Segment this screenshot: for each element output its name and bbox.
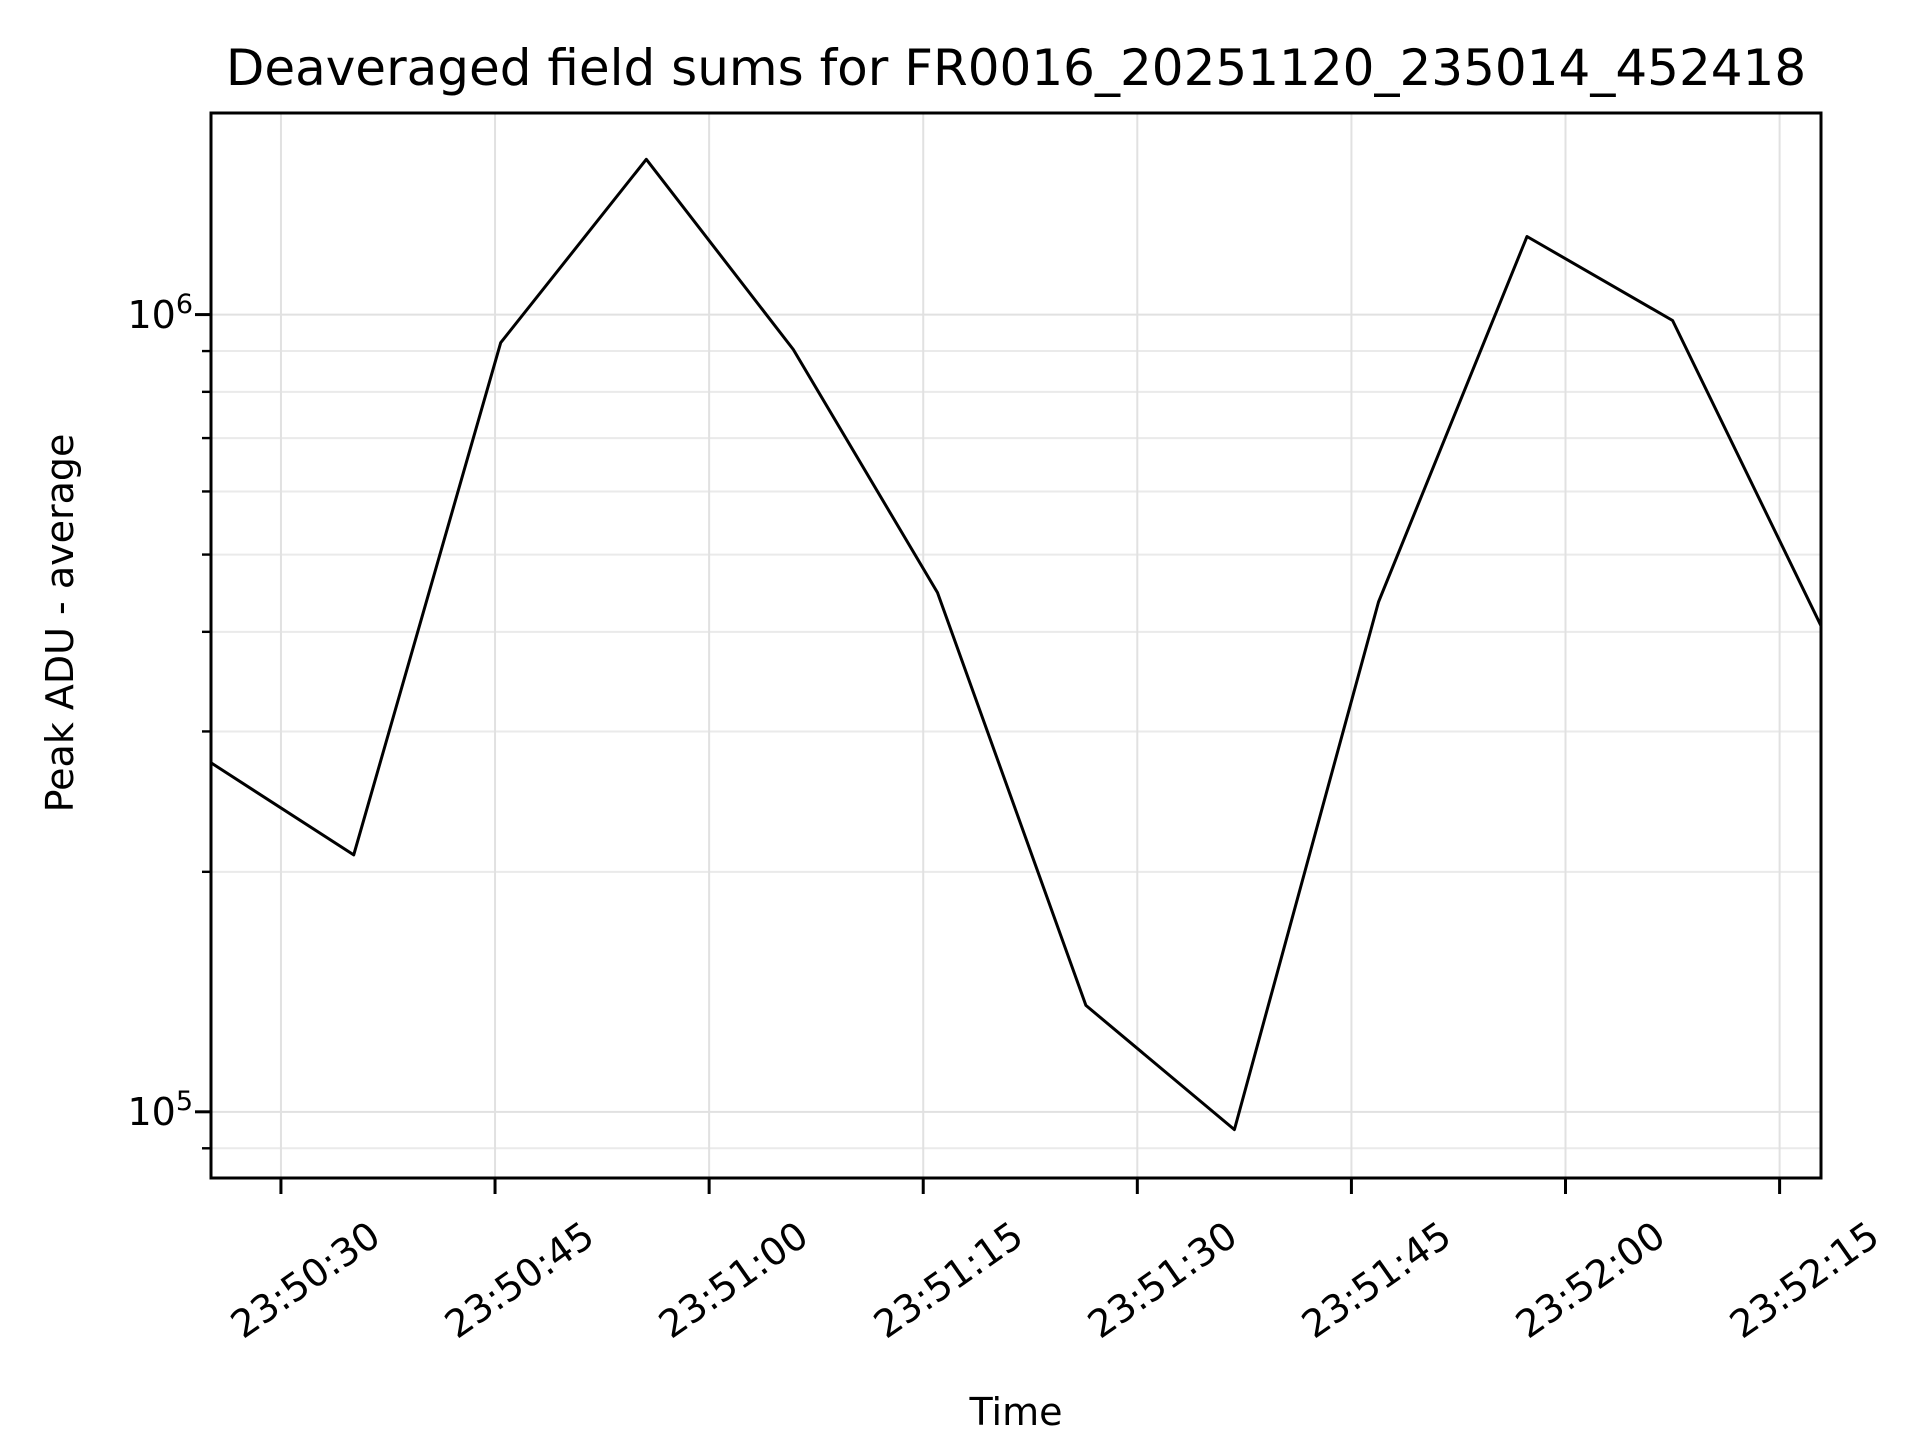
- data-series-line: [210, 157, 1823, 1132]
- y-tick-label: 105: [127, 1085, 193, 1134]
- y-tick-exponent: 6: [175, 288, 193, 320]
- y-tick-label: 106: [127, 288, 193, 337]
- x-axis-label: Time: [969, 1390, 1063, 1434]
- y-tick-exponent: 5: [175, 1085, 193, 1117]
- chart-title: Deaveraged field sums for FR0016_2025112…: [225, 39, 1807, 97]
- axes-spines: [209, 111, 1823, 1180]
